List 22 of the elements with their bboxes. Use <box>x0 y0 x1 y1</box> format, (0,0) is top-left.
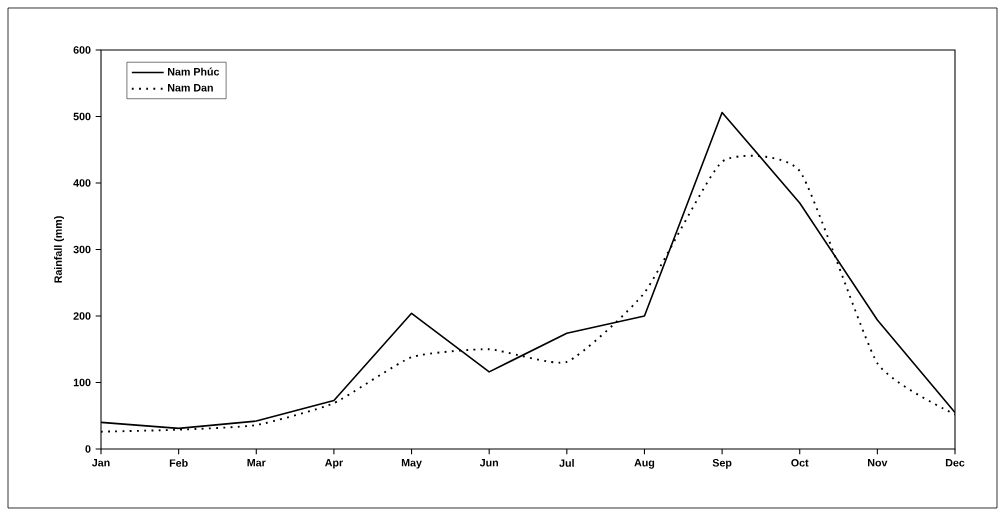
y-tick-label: 0 <box>85 445 91 453</box>
x-tick-label: Jan <box>91 459 110 467</box>
y-axis-title: Rainfall (mm) <box>54 216 65 283</box>
y-tick-label: 400 <box>73 179 91 187</box>
y-tick-label: 300 <box>73 245 91 254</box>
x-tick-label: Jun <box>479 459 499 467</box>
x-tick-label: Mar <box>247 459 266 467</box>
x-tick-label: Dec <box>945 459 965 467</box>
legend-label: Nam Dan <box>168 84 213 92</box>
y-tick-label: 600 <box>73 46 91 54</box>
x-tick-label: Sep <box>712 459 732 469</box>
x-tick-label: Oct <box>791 459 809 467</box>
x-tick-label: Feb <box>169 459 188 467</box>
x-tick-label: Apr <box>325 459 343 469</box>
x-tick-label: Aug <box>634 459 655 469</box>
x-tick-label: Nov <box>868 459 888 467</box>
y-tick-label: 100 <box>73 378 91 387</box>
x-tick-label: Jul <box>559 459 574 467</box>
legend-label: Nam Phúc <box>168 67 220 76</box>
y-tick-label: 200 <box>73 312 91 320</box>
x-tick-label: May <box>401 459 422 469</box>
y-tick-label: 500 <box>73 112 91 121</box>
